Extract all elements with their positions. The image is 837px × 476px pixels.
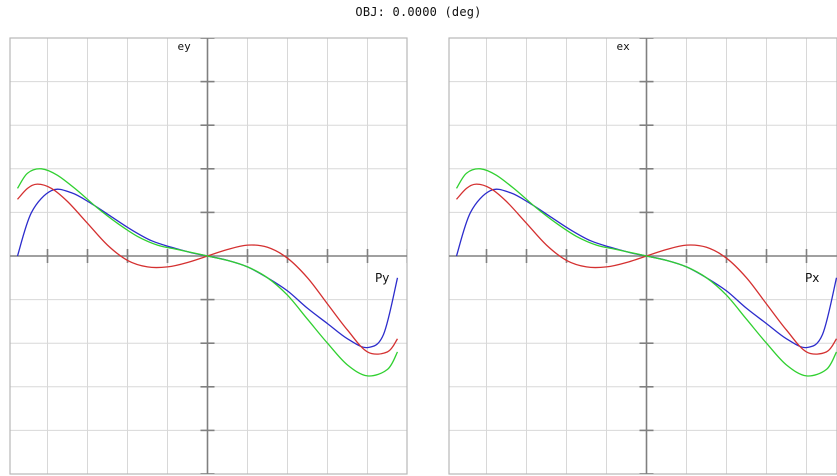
series-group xyxy=(455,168,837,377)
x-axis-label: Py xyxy=(375,271,389,285)
plot-title: OBJ: 0.0000 (deg) xyxy=(355,5,482,19)
series-group xyxy=(16,168,399,377)
series-line-2 xyxy=(17,183,399,355)
axes xyxy=(449,38,837,474)
y-axis-label: ex xyxy=(617,40,631,53)
chart-panel-ey: ey Py xyxy=(9,37,408,475)
series-line-2 xyxy=(456,183,837,355)
y-axis-label: ey xyxy=(178,40,192,53)
chart-panel-ex: ex Px xyxy=(448,37,837,475)
series-line-3 xyxy=(455,168,837,377)
x-axis-label: Px xyxy=(805,271,819,285)
series-line-3 xyxy=(16,168,399,377)
